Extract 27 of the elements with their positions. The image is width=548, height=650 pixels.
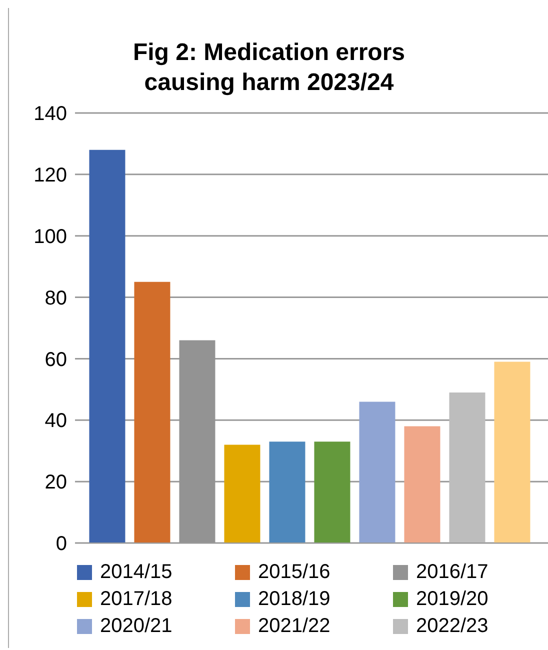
legend-label: 2016/17 — [416, 561, 488, 584]
bar — [314, 442, 350, 543]
y-tick-label: 80 — [44, 287, 67, 310]
y-tick-label: 120 — [34, 164, 67, 187]
bar — [449, 392, 486, 543]
y-tick-label: 40 — [44, 410, 67, 432]
y-tick-label: 0 — [56, 533, 67, 556]
chart-title: Fig 2: Medication errors causing harm 2023/24 — [132, 38, 406, 98]
y-tick-label: 140 — [34, 103, 67, 126]
y-tick-label: 60 — [44, 348, 67, 371]
legend-label: 2015/16 — [258, 561, 330, 584]
bar — [404, 426, 440, 543]
bar — [359, 402, 396, 543]
y-tick-label: 20 — [44, 472, 67, 494]
bar — [494, 362, 530, 543]
legend-label: 2021/22 — [258, 615, 330, 638]
legend-label: 2022/23 — [416, 615, 488, 638]
bar — [224, 444, 260, 543]
y-tick-label: 100 — [34, 226, 67, 248]
bar — [134, 282, 170, 543]
legend-label: 2014/15 — [100, 561, 172, 584]
bar — [269, 442, 306, 543]
bar — [89, 150, 126, 543]
legend-label: 2019/20 — [416, 588, 488, 611]
legend-label: 2017/18 — [100, 588, 172, 611]
legend-label: 2020/21 — [100, 615, 172, 638]
legend-label: 2018/19 — [258, 588, 330, 611]
